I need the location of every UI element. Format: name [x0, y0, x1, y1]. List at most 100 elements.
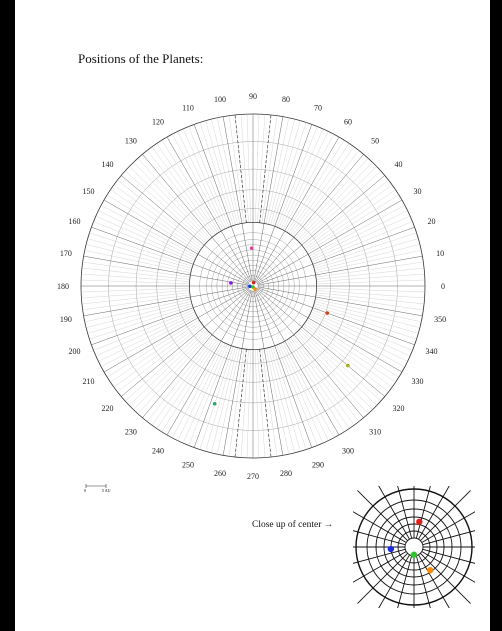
grid-spoke [83, 286, 248, 317]
grid-spoke [125, 328, 206, 402]
grid-spoke [280, 343, 329, 441]
grid-spoke [280, 131, 329, 229]
grid-spoke [81, 279, 190, 284]
grid-spoke [83, 255, 248, 286]
closeup-spoke [397, 486, 413, 539]
angle-label-230: 230 [125, 428, 137, 437]
grid-spoke [129, 166, 208, 242]
grid-spoke [290, 337, 355, 426]
grid-spoke [156, 338, 218, 429]
grid-spoke [217, 348, 240, 455]
center-closeup [353, 486, 475, 608]
angle-label-60: 60 [344, 118, 352, 127]
angle-label-280: 280 [280, 469, 292, 478]
grid-spoke [87, 238, 192, 269]
grid-spoke [276, 344, 318, 446]
grid-spoke [298, 166, 377, 242]
grid-spoke [84, 299, 191, 322]
scale-bar-start-label: 0 [84, 488, 86, 493]
grid-spoke [101, 315, 197, 367]
grid-spoke [278, 128, 324, 228]
angle-label-100: 100 [214, 95, 226, 104]
angle-label-70: 70 [314, 104, 322, 113]
grid-spoke [311, 215, 411, 261]
grid-spoke [121, 289, 250, 397]
grid-spoke [266, 348, 289, 455]
grid-spoke [314, 244, 420, 271]
grid-spoke [314, 238, 419, 269]
grid-spoke [268, 347, 295, 453]
grid-spoke [268, 119, 295, 225]
grid-spoke [113, 323, 202, 388]
grid-spoke [101, 205, 197, 257]
closeup-spoke [422, 548, 475, 564]
grid-spoke [81, 288, 190, 293]
grid-spoke [305, 321, 396, 383]
grid-spoke [84, 250, 191, 273]
grid-spoke [278, 344, 324, 444]
grid-spoke [211, 347, 238, 453]
grid-spoke [257, 349, 266, 458]
grid-spoke [161, 339, 220, 432]
closeup-spoke [378, 554, 410, 608]
grid-spoke [256, 289, 385, 397]
grid-spoke [121, 175, 250, 283]
grid-spoke [316, 279, 425, 284]
grid-spoke [91, 287, 249, 346]
grid-spoke [166, 290, 251, 436]
grid-spoke [166, 136, 251, 282]
grid-spoke [98, 313, 196, 362]
grid-spoke [315, 250, 422, 273]
grid-spoke [81, 290, 190, 299]
closeup-spoke [353, 511, 407, 543]
grid-spoke [316, 290, 425, 299]
grid-spoke [257, 199, 403, 284]
grid-spoke [129, 330, 208, 406]
grid-spoke [193, 290, 252, 448]
grid-spoke [313, 305, 417, 340]
planet-markers [212, 246, 350, 406]
grid-spoke [182, 128, 228, 228]
grid-spoke [316, 267, 425, 280]
planet-dot [212, 401, 217, 406]
closeup-spoke [353, 548, 406, 564]
closeup-spoke [357, 490, 408, 541]
closeup-spoke [418, 554, 450, 608]
grid-spoke [82, 294, 191, 311]
planet-dot [325, 311, 330, 315]
grid-spoke [258, 255, 423, 286]
grid-spoke [81, 273, 190, 282]
grid-spoke [290, 146, 355, 235]
angle-label-0: 0 [441, 282, 445, 291]
grid-spoke [306, 194, 399, 253]
angle-label-80: 80 [282, 95, 290, 104]
grid-spoke [89, 305, 193, 340]
angle-label-190: 190 [60, 315, 72, 324]
angle-labels: 0 10 20 30 40 50 60 70 80 90 100 110 120 130 140 150 160… [57, 92, 446, 481]
grid-spoke [110, 321, 201, 383]
closeup-planet-dot [410, 551, 418, 558]
grid-spoke [298, 330, 377, 406]
grid-spoke [270, 347, 301, 452]
closeup-spoke [420, 553, 471, 604]
closeup-spoke [420, 490, 471, 541]
closeup-spoke [357, 553, 408, 604]
grid-spoke [228, 348, 245, 457]
grid-spoke [315, 261, 424, 278]
angle-label-200: 200 [69, 347, 81, 356]
grid-spoke [311, 309, 413, 351]
grid-spoke [300, 170, 381, 244]
grid-spoke [205, 120, 236, 225]
grid-spoke [272, 122, 307, 226]
grid-spoke [311, 221, 413, 263]
grid-spoke [146, 150, 214, 236]
angle-label-160: 160 [69, 217, 81, 226]
angle-label-10: 10 [436, 249, 444, 258]
closeup-spoke [421, 551, 475, 583]
closeup-spoke [353, 530, 406, 546]
grid-spoke [282, 342, 334, 438]
grid-spoke [199, 122, 234, 226]
grid-spoke [255, 114, 260, 223]
grid-spoke [93, 221, 195, 263]
grid-spoke [303, 179, 389, 247]
